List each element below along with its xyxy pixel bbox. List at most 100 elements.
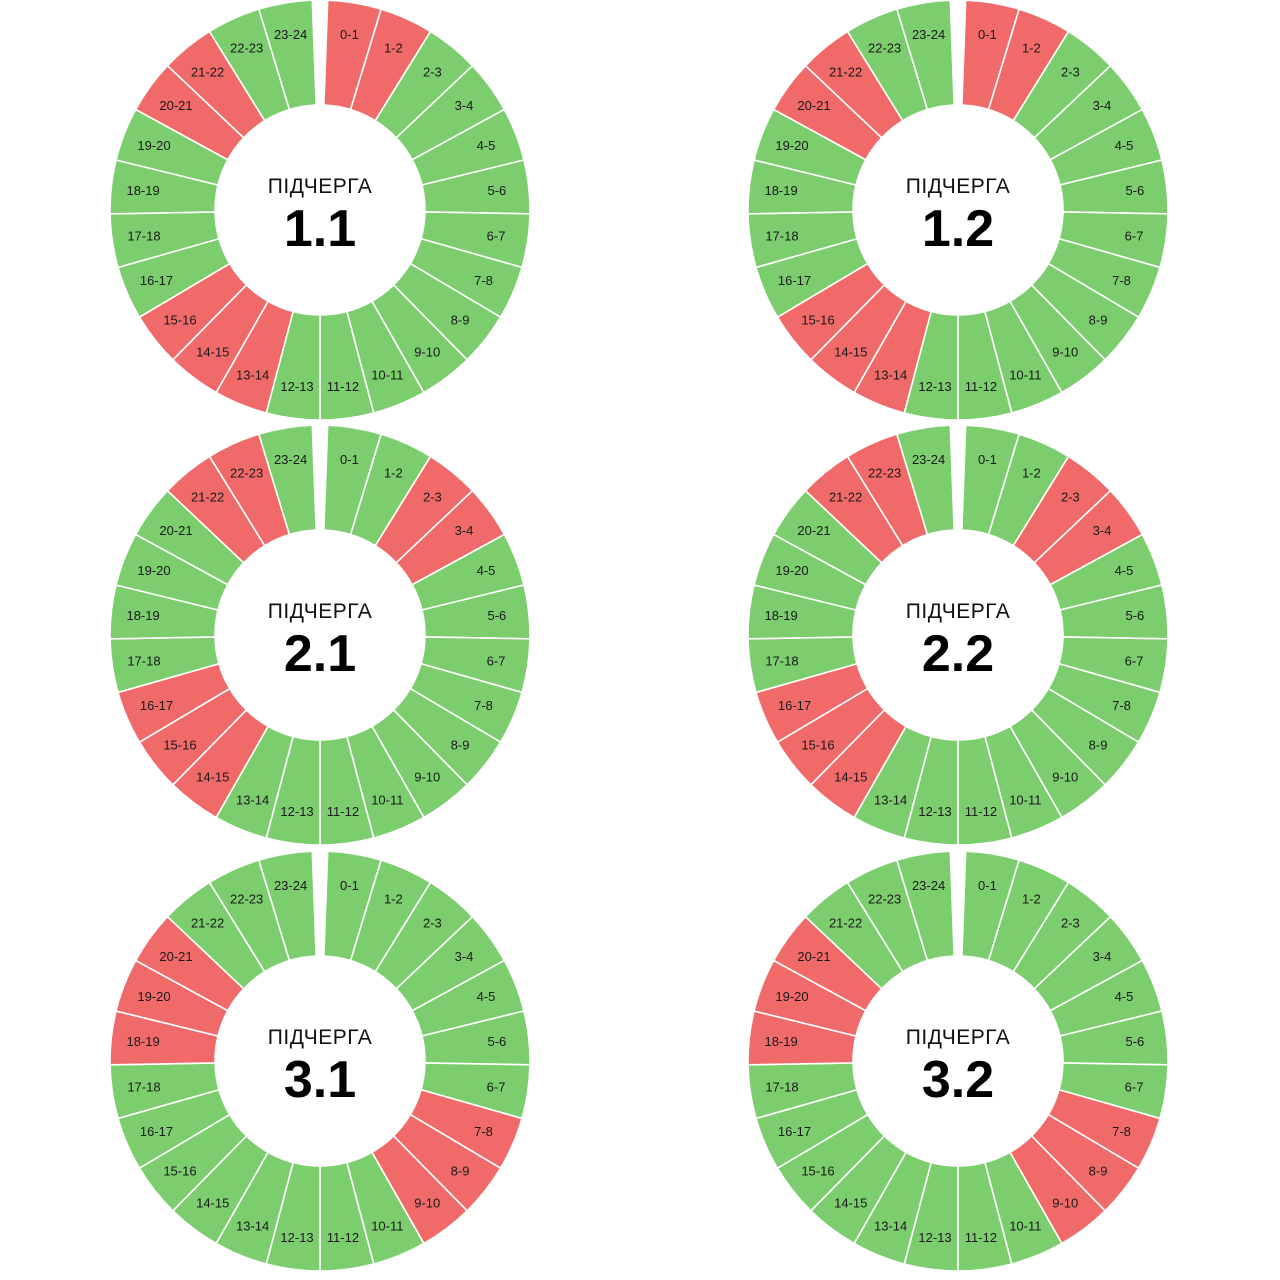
segment-label-22-23: 22-23 <box>230 465 263 480</box>
segment-label-23-24: 23-24 <box>912 452 945 467</box>
segment-label-13-14: 13-14 <box>874 1218 907 1233</box>
segment-label-8-9: 8-9 <box>451 1163 470 1178</box>
segment-label-3-4: 3-4 <box>455 523 474 538</box>
segment-label-3-4: 3-4 <box>1093 98 1112 113</box>
segment-label-12-13: 12-13 <box>280 804 313 819</box>
segment-label-1-2: 1-2 <box>384 891 403 906</box>
segment-label-21-22: 21-22 <box>829 489 862 504</box>
segment-label-21-22: 21-22 <box>191 64 224 79</box>
segment-label-1-2: 1-2 <box>384 40 403 55</box>
segment-label-1-2: 1-2 <box>1022 40 1041 55</box>
segment-label-12-13: 12-13 <box>280 379 313 394</box>
segment-label-9-10: 9-10 <box>1052 1196 1078 1211</box>
segment-label-11-12: 11-12 <box>327 804 359 819</box>
segment-label-2-3: 2-3 <box>423 915 442 930</box>
segment-label-5-6: 5-6 <box>1126 183 1145 198</box>
segment-label-4-5: 4-5 <box>1115 138 1134 153</box>
center-caption: ПІДЧЕРГА <box>906 175 1010 198</box>
segment-label-16-17: 16-17 <box>778 1124 811 1139</box>
segment-label-16-17: 16-17 <box>140 273 173 288</box>
segment-23-24 <box>895 424 955 536</box>
segment-label-3-4: 3-4 <box>455 98 474 113</box>
segment-label-5-6: 5-6 <box>1126 608 1145 623</box>
segment-label-6-7: 6-7 <box>1125 1080 1144 1095</box>
segment-label-13-14: 13-14 <box>874 792 907 807</box>
segment-label-10-11: 10-11 <box>1009 1218 1041 1233</box>
segment-label-18-19: 18-19 <box>126 1034 159 1049</box>
center-number: 2.1 <box>284 625 356 683</box>
center-number: 2.2 <box>922 625 994 683</box>
segment-label-8-9: 8-9 <box>451 312 470 327</box>
segment-label-23-24: 23-24 <box>274 878 307 893</box>
segment-label-2-3: 2-3 <box>1061 915 1080 930</box>
segment-label-7-8: 7-8 <box>1112 698 1131 713</box>
segment-label-11-12: 11-12 <box>965 379 997 394</box>
segment-label-20-21: 20-21 <box>797 949 830 964</box>
segment-label-10-11: 10-11 <box>371 792 403 807</box>
segment-label-0-1: 0-1 <box>978 27 997 42</box>
ring-segments: 0-1 1-2 2-3 3-4 4-5 5-6 6-7 7-8 8-9 9-10 10-11 11-1… <box>109 850 531 1272</box>
segment-label-15-16: 15-16 <box>801 737 834 752</box>
segment-23-24 <box>895 0 955 111</box>
center-caption: ПІДЧЕРГА <box>906 1026 1010 1049</box>
donut-chart-1-2: 0-1 1-2 2-3 3-4 4-5 5-6 6-7 7-8 8-9 9-10 10-11 11-1… <box>747 0 1169 421</box>
segment-label-19-20: 19-20 <box>775 563 808 578</box>
segment-label-3-4: 3-4 <box>1093 949 1112 964</box>
segment-23-24 <box>257 850 317 962</box>
segment-label-13-14: 13-14 <box>874 367 907 382</box>
segment-label-5-6: 5-6 <box>488 183 507 198</box>
segment-label-17-18: 17-18 <box>765 229 798 244</box>
center-number: 3.2 <box>922 1051 994 1109</box>
center-caption: ПІДЧЕРГА <box>906 600 1010 623</box>
segment-label-9-10: 9-10 <box>414 770 440 785</box>
segment-label-2-3: 2-3 <box>1061 64 1080 79</box>
segment-label-13-14: 13-14 <box>236 1218 269 1233</box>
segment-label-16-17: 16-17 <box>140 698 173 713</box>
segment-label-7-8: 7-8 <box>1112 1124 1131 1139</box>
segment-label-23-24: 23-24 <box>912 27 945 42</box>
segment-label-14-15: 14-15 <box>834 1196 867 1211</box>
segment-label-15-16: 15-16 <box>163 737 196 752</box>
segment-label-3-4: 3-4 <box>455 949 474 964</box>
segment-label-17-18: 17-18 <box>127 229 160 244</box>
segment-label-1-2: 1-2 <box>1022 465 1041 480</box>
segment-label-5-6: 5-6 <box>488 608 507 623</box>
center-number: 3.1 <box>284 1051 356 1109</box>
segment-label-10-11: 10-11 <box>1009 792 1041 807</box>
segment-label-15-16: 15-16 <box>163 1163 196 1178</box>
segment-label-18-19: 18-19 <box>764 608 797 623</box>
segment-label-18-19: 18-19 <box>126 608 159 623</box>
ring-segments: 0-1 1-2 2-3 3-4 4-5 5-6 6-7 7-8 8-9 9-10 10-11 11-1… <box>109 0 531 421</box>
segment-label-7-8: 7-8 <box>474 698 493 713</box>
segment-label-8-9: 8-9 <box>1089 1163 1108 1178</box>
donut-chart-3-1: 0-1 1-2 2-3 3-4 4-5 5-6 6-7 7-8 8-9 9-10 10-11 11-1… <box>109 850 531 1272</box>
segment-label-11-12: 11-12 <box>965 1230 997 1245</box>
segment-label-11-12: 11-12 <box>327 1230 359 1245</box>
segment-label-21-22: 21-22 <box>829 915 862 930</box>
segment-label-9-10: 9-10 <box>1052 770 1078 785</box>
segment-label-2-3: 2-3 <box>423 64 442 79</box>
segment-label-21-22: 21-22 <box>191 489 224 504</box>
segment-label-20-21: 20-21 <box>159 523 192 538</box>
segment-label-14-15: 14-15 <box>834 345 867 360</box>
segment-23-24 <box>257 0 317 111</box>
donut-chart-3-2: 0-1 1-2 2-3 3-4 4-5 5-6 6-7 7-8 8-9 9-10 10-11 11-1… <box>747 850 1169 1272</box>
segment-label-13-14: 13-14 <box>236 792 269 807</box>
segment-label-4-5: 4-5 <box>477 989 496 1004</box>
segment-label-20-21: 20-21 <box>797 98 830 113</box>
segment-label-4-5: 4-5 <box>1115 563 1134 578</box>
segment-label-14-15: 14-15 <box>196 1196 229 1211</box>
segment-label-19-20: 19-20 <box>775 989 808 1004</box>
segment-label-15-16: 15-16 <box>163 312 196 327</box>
segment-label-7-8: 7-8 <box>474 273 493 288</box>
segment-label-20-21: 20-21 <box>159 949 192 964</box>
segment-label-22-23: 22-23 <box>868 891 901 906</box>
segment-label-3-4: 3-4 <box>1093 523 1112 538</box>
segment-23-24 <box>257 424 317 536</box>
segment-label-14-15: 14-15 <box>834 770 867 785</box>
center-caption: ПІДЧЕРГА <box>268 175 372 198</box>
segment-label-5-6: 5-6 <box>488 1034 507 1049</box>
segment-label-7-8: 7-8 <box>474 1124 493 1139</box>
segment-label-0-1: 0-1 <box>340 878 359 893</box>
segment-label-17-18: 17-18 <box>127 654 160 669</box>
